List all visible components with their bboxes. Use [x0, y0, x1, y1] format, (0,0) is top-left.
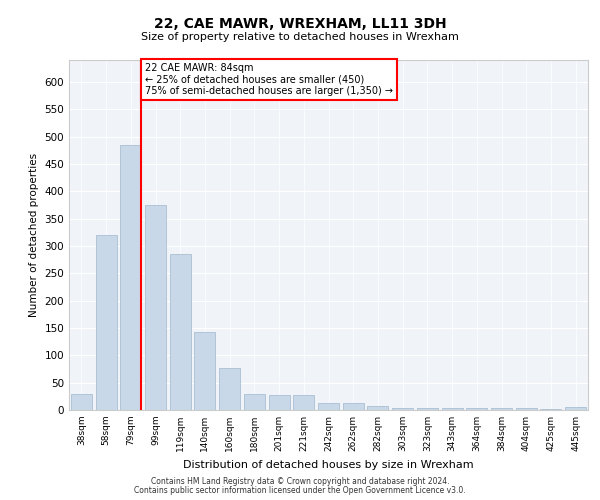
Bar [565, 408, 586, 410]
Bar [367, 406, 388, 410]
Bar [466, 408, 487, 410]
Bar [442, 408, 463, 410]
Bar [170, 254, 191, 410]
Bar [95, 235, 116, 410]
Bar [318, 403, 339, 410]
Bar [392, 408, 413, 410]
Text: Contains HM Land Registry data © Crown copyright and database right 2024.: Contains HM Land Registry data © Crown c… [151, 477, 449, 486]
Bar [269, 395, 290, 410]
Bar [71, 394, 92, 410]
Bar [293, 395, 314, 410]
Y-axis label: Number of detached properties: Number of detached properties [29, 153, 39, 317]
X-axis label: Distribution of detached houses by size in Wrexham: Distribution of detached houses by size … [183, 460, 474, 469]
Text: Contains public sector information licensed under the Open Government Licence v3: Contains public sector information licen… [134, 486, 466, 495]
Bar [516, 408, 537, 410]
Bar [417, 408, 438, 410]
Text: 22, CAE MAWR, WREXHAM, LL11 3DH: 22, CAE MAWR, WREXHAM, LL11 3DH [154, 18, 446, 32]
Bar [219, 368, 240, 410]
Bar [145, 205, 166, 410]
Bar [194, 332, 215, 410]
Bar [244, 394, 265, 410]
Bar [120, 145, 141, 410]
Bar [343, 403, 364, 410]
Text: Size of property relative to detached houses in Wrexham: Size of property relative to detached ho… [141, 32, 459, 42]
Bar [491, 408, 512, 410]
Text: 22 CAE MAWR: 84sqm
← 25% of detached houses are smaller (450)
75% of semi-detach: 22 CAE MAWR: 84sqm ← 25% of detached hou… [145, 62, 393, 96]
Bar [541, 409, 562, 410]
